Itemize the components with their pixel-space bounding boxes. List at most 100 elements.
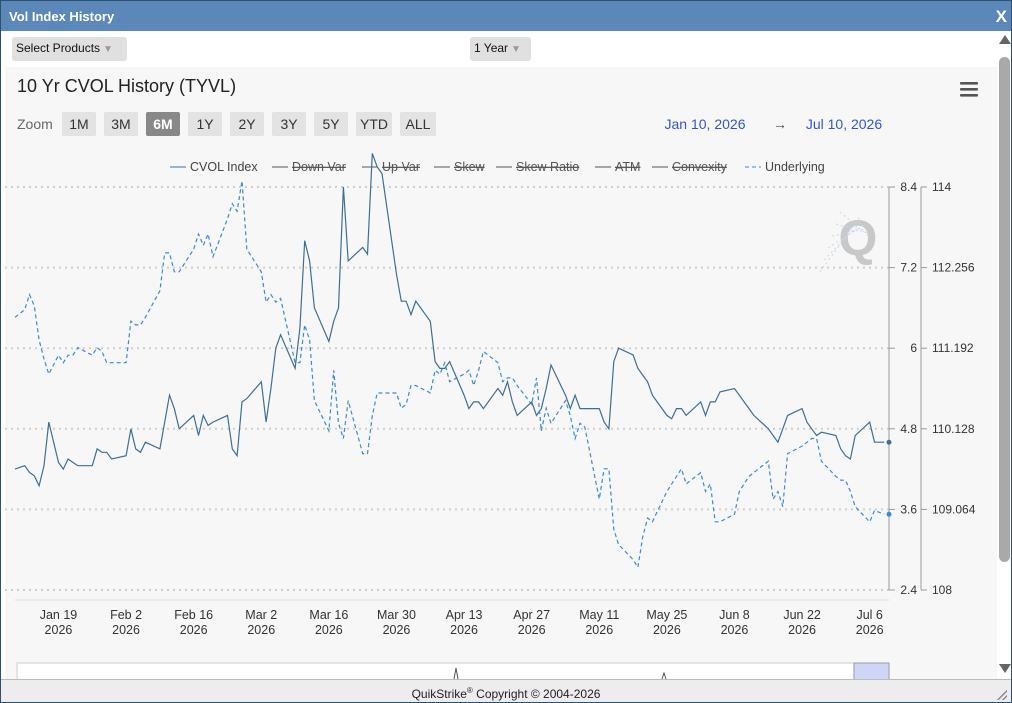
x-tick-label: May 25 bbox=[646, 608, 687, 622]
x-tick-year: 2026 bbox=[383, 623, 411, 637]
x-tick-label: Feb 2 bbox=[110, 608, 142, 622]
period-label: 1 Year bbox=[474, 41, 509, 55]
vertical-scrollbar[interactable] bbox=[997, 31, 1011, 679]
range-to[interactable]: Jul 10, 2026 bbox=[806, 116, 882, 132]
x-tick-year: 2026 bbox=[450, 623, 478, 637]
window-title: Vol Index History bbox=[9, 9, 115, 24]
y-right-tick-label: 110.128 bbox=[932, 422, 975, 436]
x-tick-year: 2026 bbox=[518, 623, 546, 637]
footer-brand: QuikStrike bbox=[411, 687, 467, 701]
navigator-series bbox=[453, 667, 667, 679]
registered-mark: ® bbox=[466, 686, 473, 695]
logo-stripe bbox=[819, 216, 861, 273]
range-from[interactable]: Jan 10, 2026 bbox=[665, 116, 746, 132]
logo-stripe bbox=[839, 211, 871, 238]
x-tick-label: Jun 8 bbox=[719, 608, 750, 622]
legend-item-cvol-index[interactable]: CVOL Index bbox=[190, 160, 258, 174]
zoom-button-5y[interactable] bbox=[314, 112, 348, 136]
zoom-button-label: 5Y bbox=[322, 116, 340, 132]
x-tick-label: Jul 6 bbox=[856, 608, 882, 622]
x-tick-year: 2026 bbox=[653, 623, 681, 637]
scroll-up-arrow-icon[interactable] bbox=[999, 35, 1011, 44]
zoom-label: Zoom bbox=[17, 116, 53, 132]
zoom-button-1y[interactable] bbox=[188, 112, 222, 136]
x-tick-label: Mar 30 bbox=[377, 608, 416, 622]
x-tick-label: Apr 13 bbox=[446, 608, 483, 622]
y-right-tick-label: 112.256 bbox=[932, 261, 975, 275]
zoom-button-3y[interactable] bbox=[272, 112, 306, 136]
navigator-handle[interactable] bbox=[853, 662, 890, 679]
legend-item-skew[interactable]: Skew bbox=[454, 160, 486, 174]
legend-item-atm[interactable]: ATM bbox=[615, 160, 640, 174]
legend-item-skew-ratio[interactable]: Skew Ratio bbox=[516, 160, 579, 174]
resize-grip-icon[interactable] bbox=[997, 690, 1007, 700]
zoom-button-label: ALL bbox=[406, 116, 431, 132]
chart-svg: 10 Yr CVOL History (TYVL) Zoom 1M 3M 6M 1Y 2Y 3… bbox=[5, 76, 978, 679]
logo-stripe bbox=[831, 228, 867, 237]
cvol-last-point bbox=[886, 439, 892, 445]
footer: QuikStrike® Copyright © 2004-2026 bbox=[1, 679, 1011, 702]
x-tick-label: Jan 19 bbox=[40, 608, 78, 622]
x-tick-year: 2026 bbox=[45, 623, 73, 637]
x-tick-year: 2026 bbox=[112, 623, 140, 637]
toolbar: Select Products ▼ 1 Year ▼ bbox=[1, 31, 999, 67]
legend-item-up-var[interactable]: Up Var bbox=[382, 160, 420, 174]
zoom-button-2y[interactable] bbox=[230, 112, 264, 136]
zoom-button-1m[interactable] bbox=[62, 112, 96, 136]
x-tick-year: 2026 bbox=[721, 623, 749, 637]
cvol-series-line bbox=[14, 153, 885, 488]
zoom-button-label: 6M bbox=[153, 116, 172, 132]
legend-item-down-var[interactable]: Down Var bbox=[292, 160, 346, 174]
scroll-thumb[interactable] bbox=[999, 57, 1010, 562]
y-left-tick-label: 8.4 bbox=[900, 180, 917, 194]
y-left-tick-label: 2.4 bbox=[900, 583, 917, 597]
y-left-tick-label: 3.6 bbox=[900, 502, 917, 516]
x-tick-label: Feb 16 bbox=[174, 608, 213, 622]
x-tick-year: 2026 bbox=[788, 623, 816, 637]
chevron-down-icon: ▼ bbox=[103, 44, 113, 55]
scroll-down-arrow-icon[interactable] bbox=[999, 664, 1011, 673]
x-tick-year: 2026 bbox=[180, 623, 208, 637]
x-tick-label: Jun 22 bbox=[783, 608, 821, 622]
legend-item-underlying[interactable]: Underlying bbox=[765, 160, 825, 174]
y-right-tick-label: 108 bbox=[932, 583, 952, 597]
close-button[interactable]: X bbox=[995, 7, 1007, 26]
x-tick-label: Mar 2 bbox=[245, 608, 277, 622]
zoom-button-3m[interactable] bbox=[104, 112, 138, 136]
x-tick-year: 2026 bbox=[585, 623, 613, 637]
zoom-button-6m[interactable] bbox=[146, 112, 180, 136]
select-products-dropdown[interactable]: Select Products ▼ bbox=[12, 37, 127, 61]
zoom-button-label: YTD bbox=[360, 116, 388, 132]
x-tick-label: May 11 bbox=[579, 608, 619, 622]
x-tick-label: Apr 27 bbox=[513, 608, 550, 622]
title-bar: Vol Index History X bbox=[1, 1, 1011, 31]
chevron-down-icon: ▼ bbox=[511, 44, 521, 55]
zoom-button-label: 3Y bbox=[280, 116, 298, 132]
period-dropdown[interactable]: 1 Year ▼ bbox=[470, 37, 531, 61]
chart-container: 10 Yr CVOL History (TYVL) Zoom 1M 3M 6M 1Y 2Y 3… bbox=[5, 67, 997, 679]
range-arrow: → bbox=[773, 116, 787, 132]
chart-title: 10 Yr CVOL History (TYVL) bbox=[17, 76, 236, 96]
footer-copyright: Copyright © 2004-2026 bbox=[476, 687, 601, 701]
y-right-tick-label: 114 bbox=[932, 180, 951, 194]
logo-stripe bbox=[823, 220, 863, 261]
legend-item-convexity[interactable]: Convexity bbox=[672, 160, 728, 174]
underlying-series-line bbox=[14, 180, 885, 569]
logo-stripe bbox=[835, 223, 869, 234]
y-left-tick-label: 7.2 bbox=[900, 261, 917, 275]
zoom-button-label: 1Y bbox=[196, 116, 214, 132]
zoom-button-ytd[interactable] bbox=[356, 112, 392, 136]
underlying-last-point bbox=[886, 511, 892, 517]
x-tick-year: 2026 bbox=[247, 623, 275, 637]
y-left-tick-label: 4.8 bbox=[900, 422, 917, 436]
hamburger-menu-icon[interactable] bbox=[960, 82, 978, 97]
x-tick-year: 2026 bbox=[856, 623, 884, 637]
zoom-button-label: 1M bbox=[69, 116, 88, 132]
navigator-panel[interactable] bbox=[16, 662, 890, 679]
zoom-button-label: 2Y bbox=[238, 116, 256, 132]
y-right-tick-label: 109.064 bbox=[932, 502, 976, 516]
y-left-tick-label: 6 bbox=[910, 341, 917, 355]
zoom-button-all[interactable] bbox=[400, 112, 436, 136]
x-tick-label: Mar 16 bbox=[309, 608, 348, 622]
